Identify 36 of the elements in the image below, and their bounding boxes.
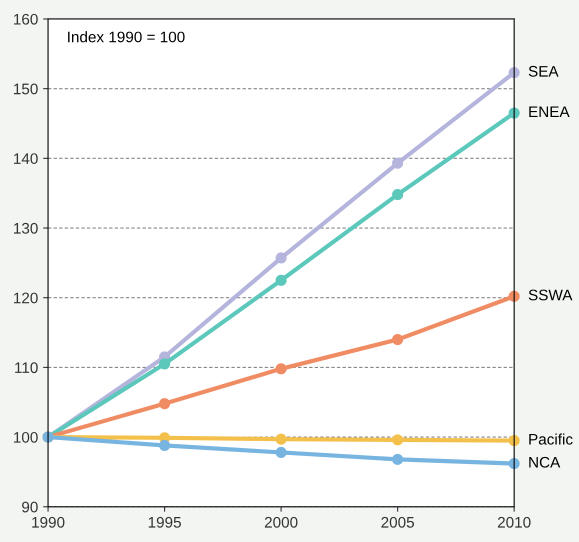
- series-label: SEA: [528, 66, 559, 77]
- point: [276, 363, 287, 374]
- y-tick-label: 120: [14, 292, 38, 304]
- point: [392, 334, 404, 346]
- point: [508, 458, 520, 470]
- point: [392, 454, 404, 465]
- x-tick-label: 2005: [381, 516, 414, 528]
- y-tick-label: 130: [14, 222, 38, 234]
- series-label: NCA: [529, 456, 560, 468]
- y-tick-label: 90: [22, 502, 38, 512]
- point: [276, 274, 287, 286]
- point: [392, 434, 404, 446]
- x-tick-label: 2000: [264, 516, 298, 528]
- x-tick-label: 1995: [148, 516, 181, 528]
- annotation: Index 1990 = 100: [68, 31, 185, 42]
- point: [159, 358, 170, 370]
- point: [159, 398, 170, 410]
- point: [392, 189, 404, 200]
- series-label: Pacific: [529, 433, 573, 445]
- point: [508, 107, 520, 119]
- point: [276, 434, 287, 445]
- y-tick-label: 140: [14, 153, 38, 164]
- point: [276, 252, 287, 264]
- x-tick-label: 2010: [498, 516, 531, 528]
- point: [508, 290, 520, 302]
- y-tick-label: 110: [15, 362, 38, 374]
- y-tick-label: 160: [14, 14, 38, 25]
- series-label: ENEA: [529, 106, 570, 117]
- point: [159, 440, 170, 452]
- y-tick-label: 100: [14, 432, 38, 443]
- series-label: SSWA: [528, 290, 572, 300]
- y-tick-label: 150: [14, 84, 38, 94]
- point: [276, 446, 287, 458]
- x-tick-label: 1990: [32, 516, 64, 528]
- point: [508, 435, 520, 446]
- point: [392, 158, 404, 169]
